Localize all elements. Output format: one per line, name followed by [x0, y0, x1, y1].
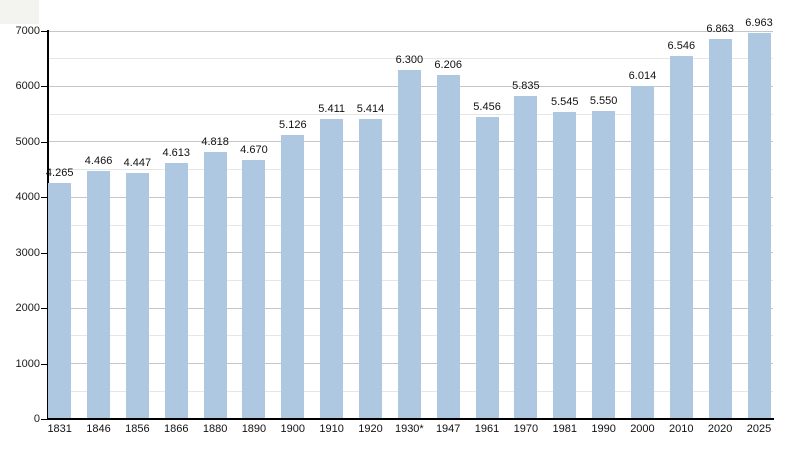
- bar: [436, 75, 460, 418]
- bar-value-label: 6.546: [667, 40, 696, 53]
- y-axis-tick: [41, 308, 48, 310]
- x-tick-label: 1961: [474, 423, 500, 435]
- bar: [125, 172, 149, 418]
- x-tick-label: 1920: [358, 423, 383, 435]
- bar: [203, 151, 227, 418]
- bar: [747, 33, 771, 418]
- y-tick-label: 4000: [15, 191, 40, 204]
- x-tick-label: 1856: [125, 423, 150, 435]
- y-gridline-major: [49, 30, 773, 32]
- y-axis-tick: [41, 86, 48, 88]
- y-gridline-minor: [49, 58, 773, 60]
- x-tick-label: 1910: [319, 423, 344, 435]
- bar: [320, 119, 344, 418]
- bar-value-label: 4.447: [123, 156, 152, 169]
- bar: [281, 134, 305, 418]
- bar-value-label: 6.014: [628, 69, 657, 82]
- bar: [48, 182, 72, 418]
- bar-value-label: 4.670: [240, 144, 268, 157]
- x-tick-label: 1846: [86, 423, 111, 435]
- bar: [514, 95, 538, 418]
- bar: [592, 111, 616, 418]
- bar: [475, 116, 499, 418]
- y-axis-tick: [41, 31, 48, 32]
- x-tick-label: 2000: [630, 423, 655, 435]
- bar: [87, 171, 111, 418]
- x-tick-label: 1900: [280, 423, 306, 435]
- bar-value-label: 6.206: [434, 59, 462, 71]
- x-tick-label: 1880: [202, 423, 228, 435]
- bar: [359, 118, 382, 418]
- y-tick-label: 1000: [15, 357, 40, 370]
- corner-artifact: [0, 0, 39, 24]
- bar-value-label: 4.818: [201, 135, 229, 148]
- bar-value-label: 4.613: [162, 147, 191, 160]
- y-tick-label: 5000: [15, 135, 40, 148]
- bar-value-label: 5.550: [589, 95, 618, 108]
- bar-value-label: 4.265: [45, 166, 74, 179]
- bar: [242, 160, 266, 418]
- bar-value-label: 6.300: [395, 53, 424, 66]
- bar-value-label: 5.414: [356, 102, 385, 115]
- x-axis-line: [47, 418, 774, 420]
- x-tick-label: 2025: [746, 423, 772, 435]
- bar-value-label: 4.466: [84, 155, 113, 168]
- y-axis-tick: [41, 363, 48, 365]
- y-tick-label: 7000: [15, 25, 40, 37]
- x-tick-label: 1970: [513, 423, 539, 435]
- x-tick-label: 1990: [591, 423, 616, 435]
- bar: [630, 85, 654, 418]
- bar: [708, 38, 732, 418]
- bar: [397, 69, 421, 418]
- y-tick-label: 6000: [15, 80, 40, 93]
- bar-value-label: 5.835: [512, 79, 540, 92]
- bar: [164, 163, 188, 418]
- bar-value-label: 5.545: [550, 95, 579, 108]
- y-axis-tick: [41, 141, 48, 143]
- x-tick-label: 2020: [707, 423, 733, 435]
- y-axis-tick: [41, 197, 48, 199]
- bar: [553, 111, 577, 418]
- x-tick-label: 2010: [669, 423, 694, 435]
- bar-value-label: 5.456: [473, 100, 501, 113]
- x-tick-label: 1831: [47, 423, 72, 435]
- bar-value-label: 5.411: [318, 103, 345, 116]
- bar-value-label: 6.963: [745, 17, 773, 30]
- y-axis-line: [47, 30, 49, 420]
- y-tick-label: 0: [33, 413, 40, 425]
- x-tick-label: 1866: [164, 423, 189, 435]
- y-tick-label: 2000: [15, 302, 40, 315]
- y-axis-tick: [41, 252, 48, 254]
- y-axis-tick: [41, 419, 48, 420]
- bar-value-label: 5.126: [279, 118, 307, 131]
- x-tick-label: 1930*: [394, 423, 424, 435]
- x-tick-label: 1890: [241, 423, 267, 435]
- y-tick-label: 3000: [15, 246, 40, 259]
- x-tick-label: 1947: [435, 423, 461, 435]
- x-tick-label: 1981: [552, 423, 577, 435]
- bar-value-label: 6.863: [706, 22, 734, 35]
- bar: [669, 56, 693, 418]
